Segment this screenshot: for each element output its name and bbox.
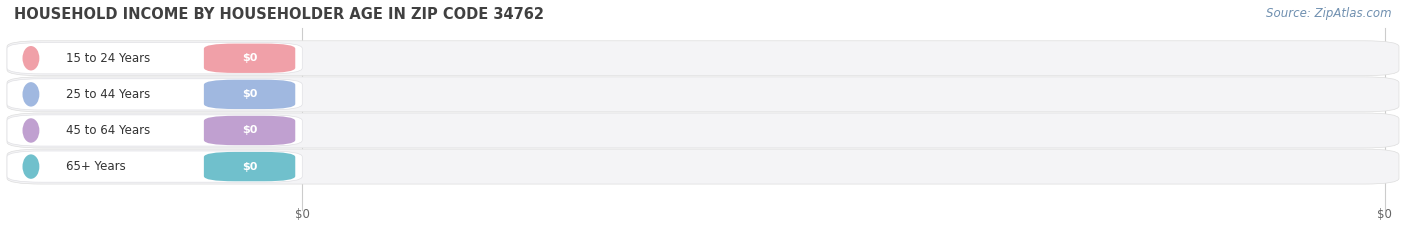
FancyBboxPatch shape	[7, 151, 302, 182]
Ellipse shape	[22, 82, 39, 107]
FancyBboxPatch shape	[7, 149, 1399, 184]
FancyBboxPatch shape	[7, 77, 1399, 112]
FancyBboxPatch shape	[7, 113, 1399, 148]
FancyBboxPatch shape	[204, 80, 295, 109]
Text: $0: $0	[1378, 208, 1392, 221]
Ellipse shape	[22, 154, 39, 179]
FancyBboxPatch shape	[7, 79, 302, 110]
Text: 65+ Years: 65+ Years	[66, 160, 125, 173]
FancyBboxPatch shape	[204, 44, 295, 73]
Text: $0: $0	[242, 53, 257, 63]
Text: HOUSEHOLD INCOME BY HOUSEHOLDER AGE IN ZIP CODE 34762: HOUSEHOLD INCOME BY HOUSEHOLDER AGE IN Z…	[14, 7, 544, 22]
FancyBboxPatch shape	[7, 115, 302, 146]
Text: $0: $0	[242, 162, 257, 171]
FancyBboxPatch shape	[7, 41, 1399, 76]
Text: $0: $0	[242, 126, 257, 135]
FancyBboxPatch shape	[204, 152, 295, 181]
Text: $0: $0	[295, 208, 309, 221]
Text: Source: ZipAtlas.com: Source: ZipAtlas.com	[1267, 7, 1392, 20]
Text: 25 to 44 Years: 25 to 44 Years	[66, 88, 150, 101]
FancyBboxPatch shape	[7, 43, 302, 74]
Text: 45 to 64 Years: 45 to 64 Years	[66, 124, 150, 137]
Text: $0: $0	[242, 89, 257, 99]
Text: 15 to 24 Years: 15 to 24 Years	[66, 52, 150, 65]
Ellipse shape	[22, 46, 39, 71]
Ellipse shape	[22, 118, 39, 143]
FancyBboxPatch shape	[204, 116, 295, 145]
